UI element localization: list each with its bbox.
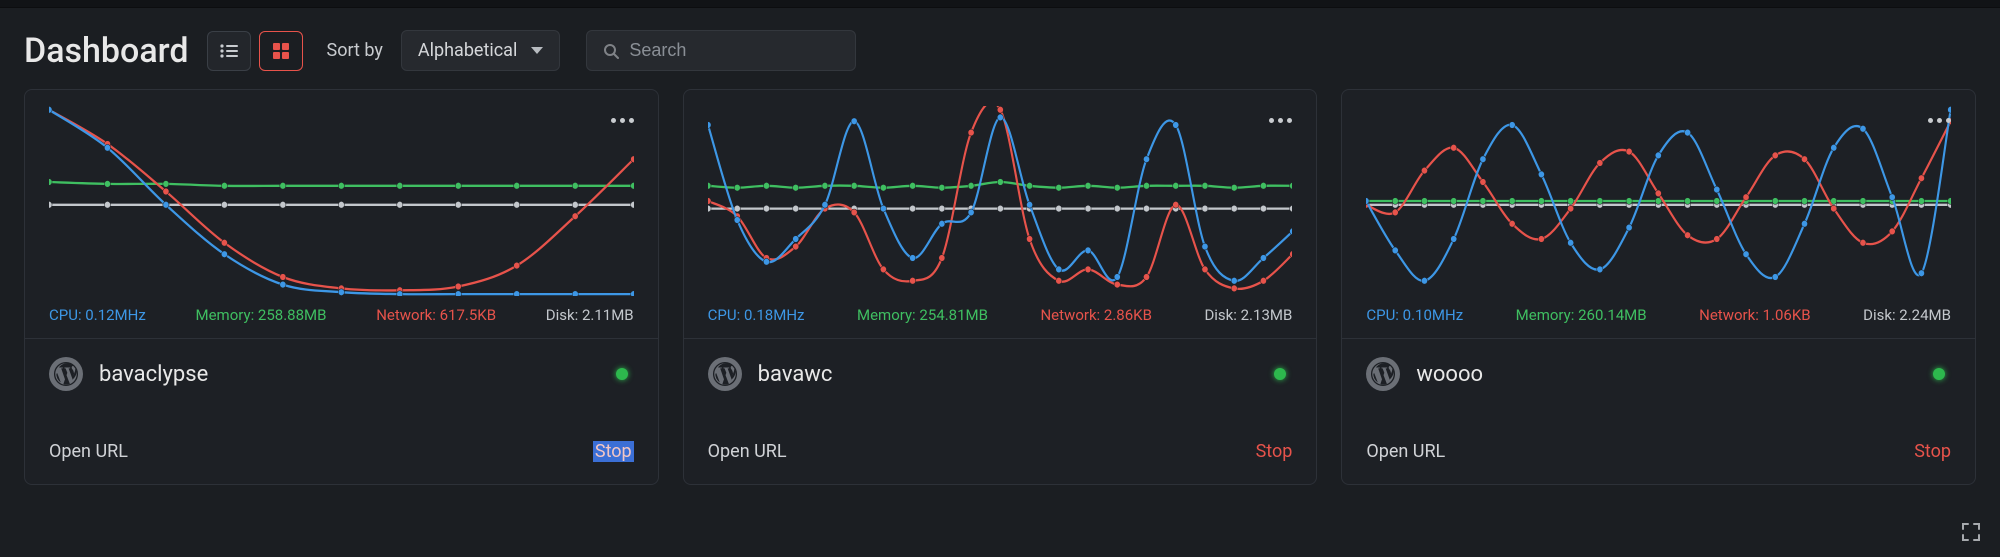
fullscreen-icon xyxy=(1960,521,1982,543)
chevron-down-icon xyxy=(531,47,543,54)
stat-network: Network: 2.86KB xyxy=(1040,306,1151,324)
stop-button[interactable]: Stop xyxy=(1256,441,1293,462)
search-box xyxy=(586,30,856,71)
stat-memory: Memory: 258.88MB xyxy=(196,306,327,324)
site-card-bavaclypse: CPU: 0.12MHz Memory: 258.88MB Network: 6… xyxy=(24,89,659,485)
grid-icon xyxy=(273,43,289,59)
site-card-bavawc: CPU: 0.18MHz Memory: 254.81MB Network: 2… xyxy=(683,89,1318,485)
open-url-link[interactable]: Open URL xyxy=(49,441,128,462)
card-menu-button[interactable] xyxy=(1922,104,1957,131)
fullscreen-button[interactable] xyxy=(1960,521,1982,547)
card-menu-button[interactable] xyxy=(605,104,640,131)
list-view-button[interactable] xyxy=(207,31,251,71)
stat-cpu: CPU: 0.10MHz xyxy=(1366,306,1463,324)
page-title: Dashboard xyxy=(24,31,189,71)
sort-value: Alphabetical xyxy=(418,40,517,61)
search-input[interactable] xyxy=(629,40,829,61)
open-url-link[interactable]: Open URL xyxy=(1366,441,1445,462)
card-menu-button[interactable] xyxy=(1263,104,1298,131)
stat-cpu: CPU: 0.18MHz xyxy=(708,306,805,324)
open-url-link[interactable]: Open URL xyxy=(708,441,787,462)
grid-view-button[interactable] xyxy=(259,31,303,71)
sort-by-label: Sort by xyxy=(327,40,383,61)
header: Dashboard Sort by Alphabetical xyxy=(0,8,2000,89)
wordpress-icon xyxy=(708,357,742,391)
stat-cpu: CPU: 0.12MHz xyxy=(49,306,146,324)
status-indicator xyxy=(1933,368,1945,380)
metrics-chart xyxy=(684,106,1317,296)
status-indicator xyxy=(1274,368,1286,380)
stat-disk: Disk: 2.11MB xyxy=(546,306,634,324)
stat-network: Network: 1.06KB xyxy=(1699,306,1810,324)
metrics-chart xyxy=(1342,106,1975,296)
stat-memory: Memory: 254.81MB xyxy=(857,306,988,324)
metrics-chart xyxy=(25,106,658,296)
view-toggle xyxy=(207,31,303,71)
sort-select[interactable]: Alphabetical xyxy=(401,30,560,71)
site-card-woooo: CPU: 0.10MHz Memory: 260.14MB Network: 1… xyxy=(1341,89,1976,485)
wordpress-icon xyxy=(1366,357,1400,391)
cards-container: CPU: 0.12MHz Memory: 258.88MB Network: 6… xyxy=(0,89,2000,485)
wordpress-icon xyxy=(49,357,83,391)
status-indicator xyxy=(616,368,628,380)
list-icon xyxy=(220,44,238,58)
stat-memory: Memory: 260.14MB xyxy=(1516,306,1647,324)
stat-disk: Disk: 2.13MB xyxy=(1204,306,1292,324)
site-name: bavawc xyxy=(758,362,1259,387)
search-icon xyxy=(603,43,619,59)
stat-network: Network: 617.5KB xyxy=(376,306,496,324)
stop-button[interactable]: Stop xyxy=(1914,441,1951,462)
site-name: woooo xyxy=(1416,362,1917,387)
site-name: bavaclypse xyxy=(99,362,600,387)
stop-button[interactable]: Stop xyxy=(593,441,634,462)
stat-disk: Disk: 2.24MB xyxy=(1863,306,1951,324)
